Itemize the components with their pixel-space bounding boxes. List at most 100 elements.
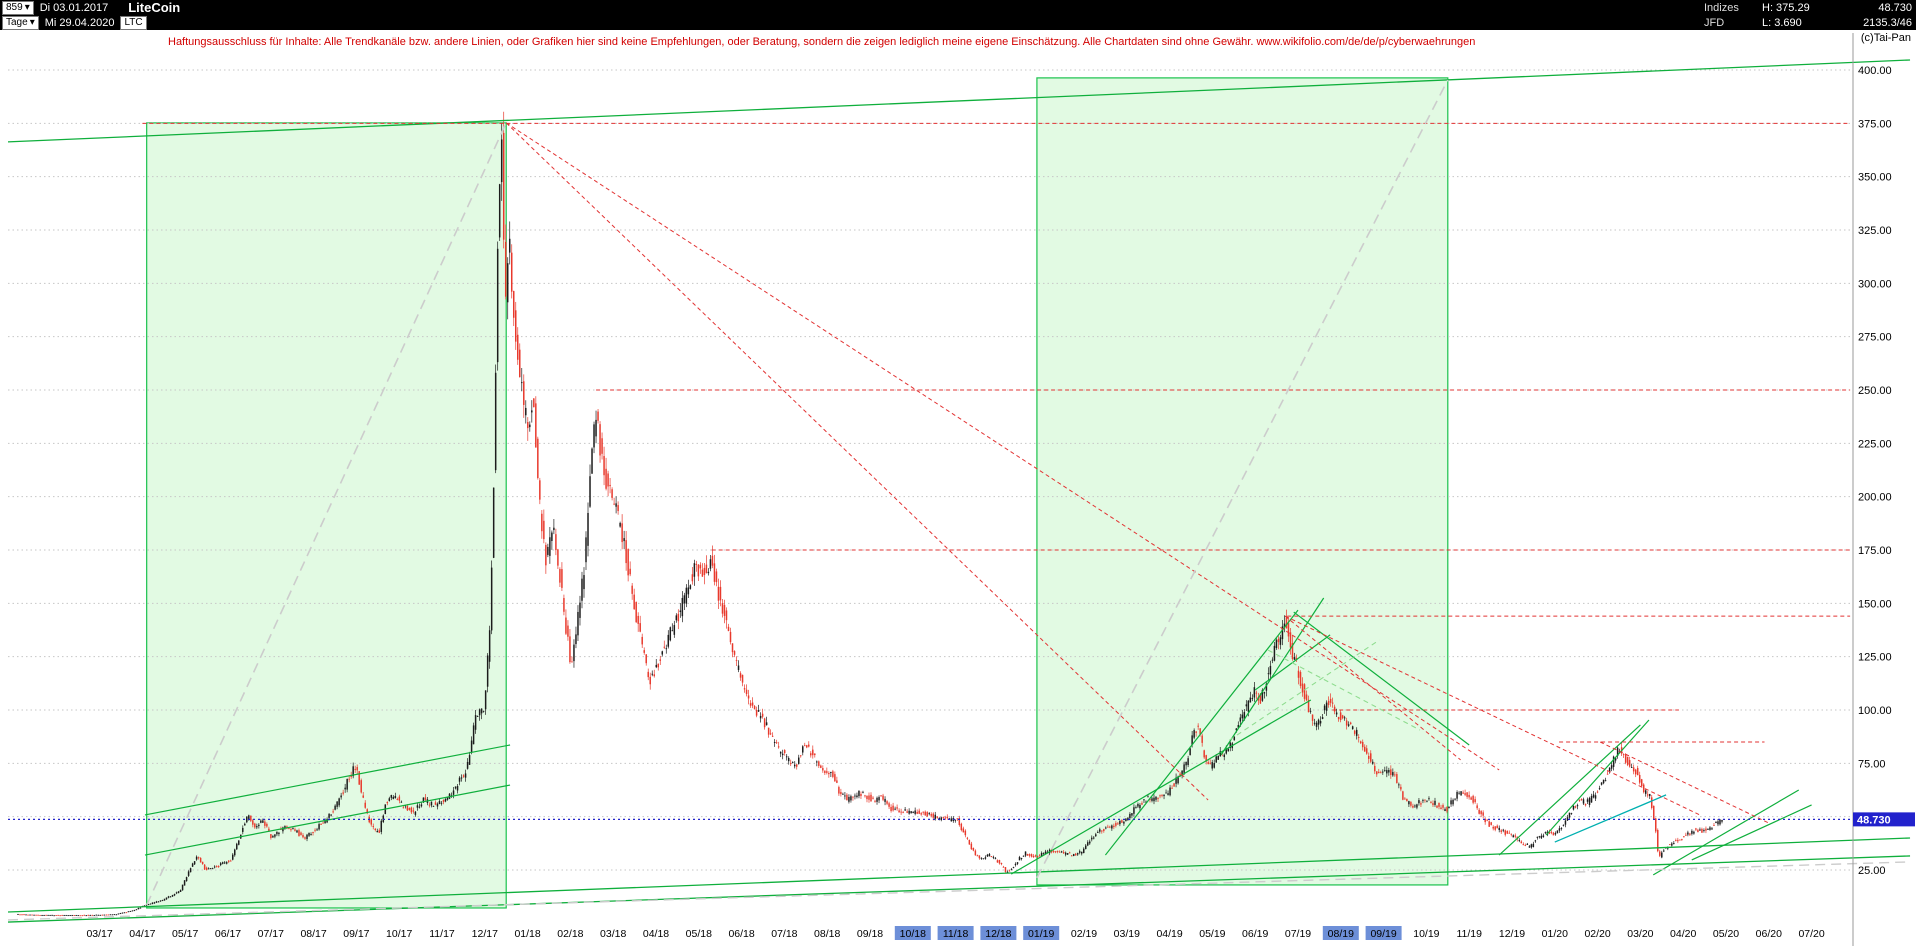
date-tick-label: 01/20 (1542, 928, 1568, 940)
date-tick-label: 09/17 (343, 928, 369, 940)
date-tick-label: 11/18 (943, 928, 969, 940)
indices-label: Indizes (1704, 1, 1739, 14)
date-tick-label: 07/20 (1798, 928, 1824, 940)
trend-box-2019 (1036, 77, 1449, 886)
date-tick-label: 06/17 (215, 928, 241, 940)
date-tick-label: 01/18 (514, 928, 540, 940)
last-price-tag (1853, 812, 1915, 827)
copyright-label: (c)Tai-Pan (1860, 32, 1911, 44)
support-2020-b (1545, 719, 1650, 836)
timeframe-label: Tage (6, 16, 28, 28)
date-tick-label: 08/18 (814, 928, 840, 940)
chevron-down-icon: ▾ (29, 16, 35, 28)
date-highlight (937, 926, 974, 940)
channel-2017-upper (144, 744, 511, 816)
date-tick-label: 07/17 (258, 928, 284, 940)
chart-number-dropdown[interactable]: 859 ▾ (2, 0, 34, 15)
date-tick-label: 11/17 (429, 928, 455, 940)
date-tick-label: 08/19 (1328, 928, 1354, 940)
period-low: L: 3.690 (1762, 16, 1802, 29)
symbol-box[interactable]: LTC (120, 15, 147, 30)
date-tick-label: 10/18 (900, 928, 926, 940)
downtrend-2019-green (1293, 611, 1470, 746)
date-highlight (1322, 926, 1359, 940)
recovery-2020-b (1691, 804, 1812, 861)
date-tick-label: 05/18 (686, 928, 712, 940)
date-highlight (894, 926, 931, 940)
date-tick-label: 02/18 (557, 928, 583, 940)
date-tick-label: 10/17 (386, 928, 412, 940)
date-tick-label: 09/18 (857, 928, 883, 940)
timeframe-dropdown[interactable]: Tage ▾ (2, 15, 39, 30)
price-tick-label: 300.00 (1858, 278, 1892, 290)
date-tick-label: 08/17 (300, 928, 326, 940)
date-tick-label: 12/18 (985, 928, 1011, 940)
price-tick-label: 125.00 (1858, 652, 1892, 664)
support-bottom-green-1 (7, 837, 1911, 913)
downtrend-from-2019-peak-2 (1284, 615, 1461, 761)
date-axis[interactable]: 03/17 04/17 05/17 06/17 07/17 08/17 09/17 10/17… (86, 926, 1825, 940)
downtrend-from-2017-peak-1 (505, 122, 1500, 771)
date-tick-label: 03/20 (1627, 928, 1653, 940)
date-tick-label: 09/19 (1370, 928, 1396, 940)
baseline-gray (7, 861, 1911, 921)
chevron-down-icon: ▾ (24, 1, 30, 13)
last-value: 48.730 (1878, 1, 1912, 14)
date-tick-label: 03/17 (86, 928, 112, 940)
date-tick-label: 03/19 (1114, 928, 1140, 940)
price-tick-label: 100.00 (1858, 705, 1892, 717)
top-toolbar: 859 ▾ Di 03.01.2017 LiteCoin Indizes H: … (0, 0, 1916, 30)
date-tick-label: 07/18 (771, 928, 797, 940)
date-tick-label: 10/19 (1413, 928, 1439, 940)
disclaimer-text: Haftungsausschluss für Inhalte: Alle Tre… (168, 36, 1476, 48)
price-tick-label: 150.00 (1858, 598, 1892, 610)
channel-2017-lower (144, 784, 511, 856)
trendlines (7, 59, 1911, 923)
date-tick-label: 01/19 (1028, 928, 1054, 940)
date-tick-label: 12/19 (1499, 928, 1525, 940)
last-price-tag-value: 48.730 (1857, 814, 1891, 826)
wedge-2019-lower (1220, 597, 1325, 756)
trend-box-2017 (146, 122, 507, 909)
provider-label: JFD (1704, 16, 1725, 29)
date-tick-label: 04/19 (1156, 928, 1182, 940)
candlestick-series (17, 111, 1723, 917)
price-tick-label: 25.00 (1858, 865, 1886, 877)
date-tick-label: 06/18 (728, 928, 754, 940)
date-tick-label: 05/20 (1713, 928, 1739, 940)
date-tick-label: 05/17 (172, 928, 198, 940)
date-tick-label: 04/20 (1670, 928, 1696, 940)
chart-end-date: Mi 29.04.2020 (44, 16, 115, 29)
teal-trendline-2020 (1554, 794, 1667, 843)
period-high: H: 375.29 (1762, 1, 1810, 14)
support-2020-a (1498, 724, 1641, 856)
date-highlight (1365, 926, 1402, 940)
date-highlight (980, 926, 1017, 940)
date-tick-label: 12/17 (472, 928, 498, 940)
price-tick-label: 75.00 (1858, 758, 1886, 770)
date-tick-label: 05/19 (1199, 928, 1225, 940)
price-tick-label: 375.00 (1858, 118, 1892, 130)
chart-number: 859 (6, 1, 23, 13)
date-tick-label: 04/17 (129, 928, 155, 940)
downtrend-from-2017-peak-2 (505, 122, 1209, 801)
instrument-title: LiteCoin (128, 0, 181, 15)
date-tick-label: 04/18 (643, 928, 669, 940)
date-tick-label: 07/19 (1285, 928, 1311, 940)
pattern-boxes (146, 77, 1449, 909)
price-tick-label: 400.00 (1858, 65, 1892, 77)
date-tick-label: 02/19 (1071, 928, 1097, 940)
resistance-top-green (7, 59, 1911, 143)
dashed-green-2019-down (1267, 649, 1421, 731)
price-axis[interactable]: 25.0050.0075.00100.00125.00150.00175.002… (1852, 33, 1915, 946)
price-tick-label: 200.00 (1858, 492, 1892, 504)
support-2019-steep (1104, 609, 1299, 856)
chart-start-date: Di 03.01.2017 (39, 1, 109, 14)
price-tick-label: 225.00 (1858, 438, 1892, 450)
price-tick-label: 325.00 (1858, 225, 1892, 237)
impulse-diagonal-2019 (1036, 79, 1449, 879)
price-tick-label: 275.00 (1858, 332, 1892, 344)
downtrend-from-2020-peak (1599, 741, 1770, 824)
price-tick-label: 175.00 (1858, 545, 1892, 557)
